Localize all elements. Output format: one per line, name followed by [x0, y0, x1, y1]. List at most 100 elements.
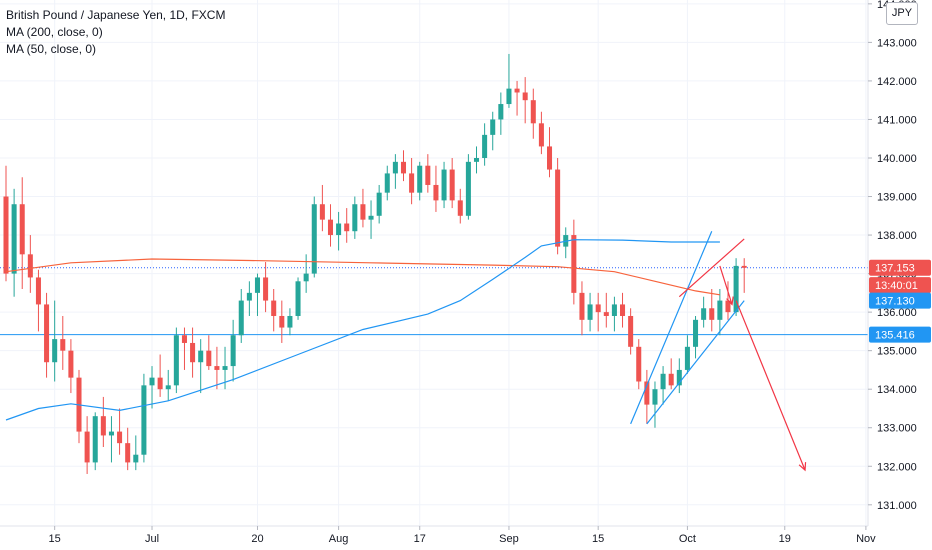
x-tick-label: Jul: [145, 533, 159, 545]
channel-line-red: [678, 238, 745, 298]
candle-up: [230, 335, 236, 367]
candle-up: [498, 104, 504, 120]
candle-down: [35, 277, 41, 305]
y-tick-label: 133.000: [877, 423, 917, 435]
candle-down: [190, 342, 196, 363]
y-tick-label: 140.000: [877, 153, 917, 165]
trend-drawings[interactable]: [630, 230, 807, 472]
candle-down: [400, 161, 407, 174]
candle-down: [84, 431, 90, 463]
candle-up: [295, 281, 301, 316]
candle-down: [457, 200, 463, 216]
candle-down: [425, 165, 431, 185]
candle-up: [133, 454, 139, 463]
candle-down: [555, 169, 561, 247]
projection-arrow-shaft: [719, 265, 733, 305]
candle-down: [100, 416, 106, 436]
candle-down: [409, 173, 415, 193]
price-badge: [869, 292, 931, 309]
x-tick-label: 20: [251, 533, 263, 545]
price-badge-label: 135.416: [875, 330, 915, 342]
x-tick-label: Aug: [329, 533, 349, 545]
candle-down: [214, 366, 220, 370]
x-tick-label: Oct: [679, 533, 696, 545]
candle-down: [327, 219, 334, 236]
grid-lines: [0, 3, 868, 506]
candle-down: [19, 204, 25, 255]
candle-up: [303, 273, 309, 282]
projection-arrow-head: [798, 462, 807, 472]
price-badges: 137.153 13:40:01 137.130 135.416: [869, 259, 931, 343]
candle-up: [717, 300, 723, 320]
candle-down: [27, 254, 33, 278]
candle-down: [449, 169, 455, 201]
candle-down: [668, 373, 674, 386]
candle-down: [125, 443, 131, 463]
ma200-legend[interactable]: MA (200, close, 0): [6, 25, 103, 39]
candle-up: [173, 335, 179, 386]
candle-up: [482, 134, 488, 158]
candle-up: [676, 369, 682, 386]
y-tick-label: 138.000: [877, 230, 917, 242]
candle-down: [514, 88, 520, 93]
candle-up: [149, 377, 155, 386]
ma50-legend[interactable]: MA (50, close, 0): [6, 42, 97, 56]
candle-down: [538, 123, 544, 147]
x-tick-label: 17: [414, 533, 426, 545]
moving-averages: [5, 239, 720, 421]
candle-down: [44, 304, 50, 363]
candle-down: [595, 304, 601, 313]
candle-down: [741, 265, 747, 268]
candle-down: [546, 146, 553, 170]
candle-down: [620, 304, 626, 316]
candle-up: [684, 346, 690, 370]
ma50-line: [5, 239, 720, 421]
candle-down: [360, 204, 366, 220]
candle-up: [417, 165, 423, 193]
price-badge-label: 13:40:01: [875, 280, 918, 292]
candle-up: [441, 169, 447, 201]
candle-down: [181, 335, 187, 343]
candle-up: [733, 265, 739, 313]
candle-down: [344, 223, 350, 232]
candle-down: [628, 315, 634, 347]
candle-down: [522, 92, 528, 101]
candle-up: [11, 204, 17, 274]
candle-up: [52, 339, 58, 363]
y-tick-label: 139.000: [877, 192, 917, 204]
y-tick-label: 136.000: [877, 307, 917, 319]
candle-down: [319, 204, 325, 220]
candle-up: [376, 192, 382, 216]
candle-up: [254, 277, 260, 293]
candle-up: [693, 319, 699, 347]
y-tick-label: 141.000: [877, 114, 917, 126]
candle-down: [644, 381, 650, 405]
candle-down: [725, 300, 731, 313]
projection-arrow-shaft: [735, 300, 806, 471]
candle-up: [392, 161, 398, 174]
candle-down: [579, 292, 585, 320]
currency-button[interactable]: JPY: [886, 2, 918, 25]
x-tick-label: 15: [592, 533, 604, 545]
x-tick-label: Sep: [499, 533, 519, 545]
candle-down: [530, 100, 536, 124]
price-badge: [869, 259, 931, 276]
candle-up: [611, 304, 617, 316]
price-axis[interactable]: 131.000 132.000 133.000 134.000 135.000 136.0…: [868, 0, 917, 512]
projection-arrow-head: [726, 296, 734, 306]
candle-up: [506, 88, 512, 105]
vertical-grid-lines: [54, 0, 867, 526]
candle-up: [287, 315, 293, 328]
candle-up: [473, 157, 480, 162]
candle-up: [652, 389, 658, 405]
symbol-title[interactable]: British Pound / Japanese Yen, 1D, FXCM: [6, 8, 226, 22]
price-badge: [869, 326, 931, 343]
candle-up: [92, 416, 98, 463]
candle-down: [709, 308, 715, 320]
x-tick-label: 15: [49, 533, 61, 545]
time-axis[interactable]: 15 Jul 20 Aug 17 Sep 15 Oct 19 Nov: [49, 526, 877, 545]
candle-up: [465, 161, 471, 216]
candle-up: [352, 204, 358, 232]
candle-up: [490, 119, 496, 135]
